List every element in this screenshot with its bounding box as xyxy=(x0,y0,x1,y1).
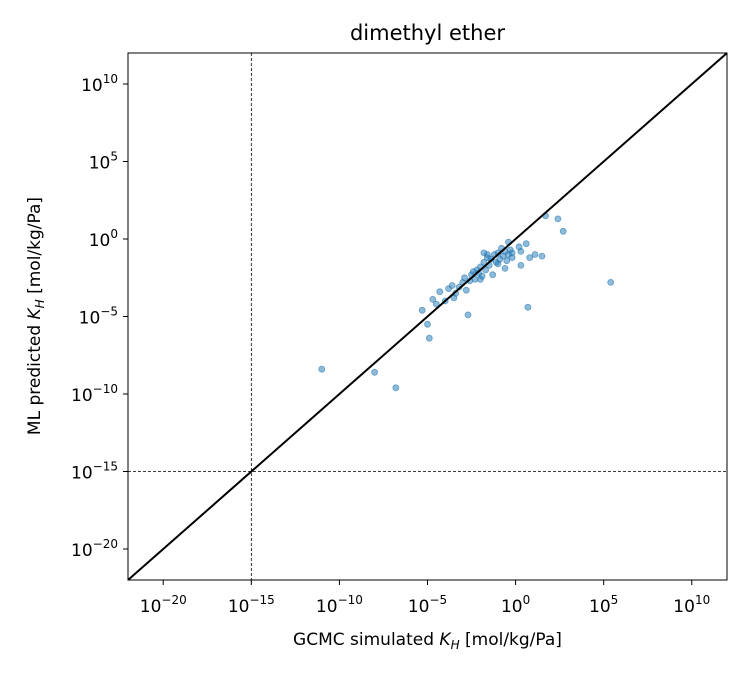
y-tick-label: 10−15 xyxy=(71,460,118,484)
data-point xyxy=(424,320,431,328)
y-tick-label: 100 xyxy=(89,227,118,251)
y-axis-label: ML predicted KH [mol/kg/Pa] xyxy=(25,197,47,435)
data-point xyxy=(503,257,511,265)
data-point xyxy=(476,275,484,283)
data-point xyxy=(462,286,470,294)
data-point xyxy=(554,215,562,223)
data-point xyxy=(464,311,472,319)
data-point xyxy=(461,274,468,282)
x-tick-label: 10−10 xyxy=(316,593,363,617)
data-point xyxy=(436,288,444,296)
data-point xyxy=(418,306,426,314)
data-point xyxy=(607,278,615,286)
reference-line xyxy=(127,52,728,581)
data-point xyxy=(517,247,525,255)
threshold-lines xyxy=(128,53,727,580)
data-point xyxy=(432,300,440,308)
data-point xyxy=(480,258,488,266)
y-tick-label: 10−20 xyxy=(71,537,118,561)
data-point xyxy=(450,294,458,302)
data-point xyxy=(469,268,477,276)
identity-line xyxy=(127,52,728,581)
data-point xyxy=(517,261,525,269)
data-point xyxy=(531,251,539,258)
data-point xyxy=(392,384,400,392)
y-tick-label: 105 xyxy=(89,150,118,174)
x-tick-label: 10−20 xyxy=(140,593,187,617)
chart-title: dimethyl ether xyxy=(350,21,505,45)
data-point xyxy=(526,254,534,262)
x-tick-label: 10−15 xyxy=(228,593,275,617)
data-point xyxy=(559,227,567,235)
data-point xyxy=(494,260,502,268)
y-tick-label: 10−10 xyxy=(71,382,118,406)
data-points xyxy=(318,212,615,392)
data-point xyxy=(524,303,532,311)
x-tick-label: 10−5 xyxy=(408,593,447,617)
x-axis-ticks: 10−20 10−15 10−10 10−5 100 105 1010 xyxy=(140,580,710,617)
y-axis-ticks: 10−20 10−15 10−10 10−5 100 105 1010 xyxy=(71,72,128,561)
y-tick-label: 10−5 xyxy=(79,305,118,329)
data-point xyxy=(522,240,530,248)
x-tick-label: 105 xyxy=(589,593,618,617)
data-point xyxy=(371,368,379,376)
data-point xyxy=(318,365,326,373)
data-point xyxy=(425,334,433,342)
data-point xyxy=(448,282,456,289)
x-tick-label: 1010 xyxy=(673,593,710,617)
x-tick-label: 100 xyxy=(501,593,530,617)
x-axis-label: GCMC simulated KH [mol/kg/Pa] xyxy=(293,630,562,652)
data-point xyxy=(489,271,497,279)
data-point xyxy=(508,249,516,257)
data-point xyxy=(538,252,546,260)
data-point xyxy=(482,266,490,274)
data-point xyxy=(429,295,437,303)
data-point xyxy=(483,251,491,258)
data-point xyxy=(501,264,509,272)
y-tick-label: 1010 xyxy=(81,72,118,96)
